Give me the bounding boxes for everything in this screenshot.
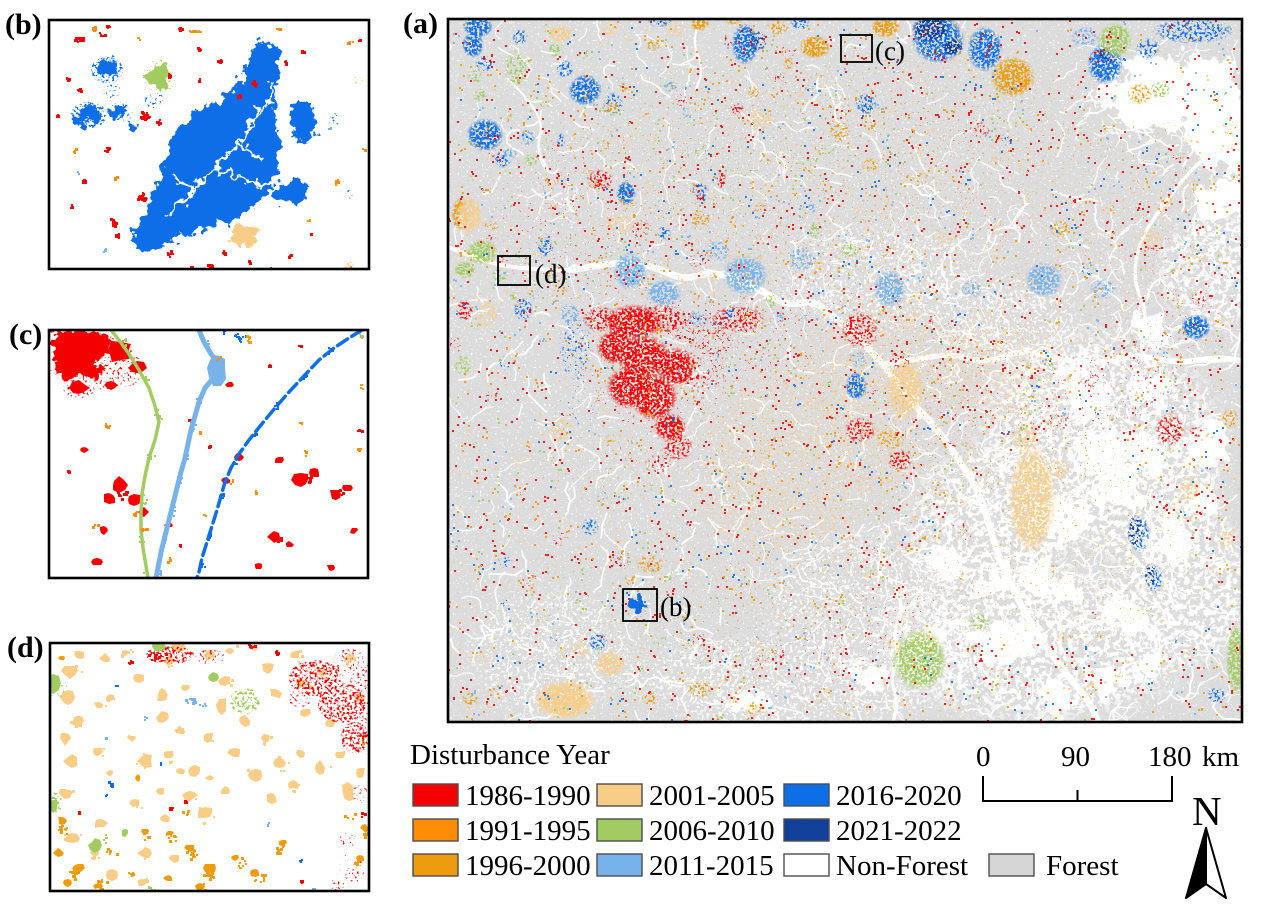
svg-text:N: N	[1192, 788, 1222, 834]
svg-text:2006-2010: 2006-2010	[649, 815, 775, 847]
svg-text:2011-2015: 2011-2015	[649, 850, 774, 882]
svg-text:(b): (b)	[660, 592, 691, 622]
svg-text:(c): (c)	[875, 36, 905, 66]
svg-text:Disturbance Year: Disturbance Year	[410, 739, 610, 771]
svg-text:(b): (b)	[5, 8, 42, 41]
svg-text:1991-1995: 1991-1995	[465, 815, 591, 847]
svg-text:Forest: Forest	[1046, 850, 1119, 882]
svg-text:180: 180	[1148, 741, 1192, 773]
svg-text:(c): (c)	[9, 318, 42, 351]
svg-text:2021-2022: 2021-2022	[836, 815, 962, 847]
svg-text:(a): (a)	[403, 7, 438, 40]
svg-text:2001-2005: 2001-2005	[649, 780, 775, 812]
svg-text:0: 0	[976, 741, 991, 773]
svg-text:Non-Forest: Non-Forest	[836, 850, 968, 882]
svg-text:90: 90	[1061, 741, 1090, 773]
svg-text:2016-2020: 2016-2020	[836, 780, 962, 812]
svg-text:1996-2000: 1996-2000	[465, 850, 591, 882]
svg-text:(d): (d)	[535, 259, 566, 289]
svg-text:1986-1990: 1986-1990	[465, 780, 591, 812]
svg-text:km: km	[1202, 741, 1240, 773]
svg-text:(d): (d)	[7, 631, 44, 664]
